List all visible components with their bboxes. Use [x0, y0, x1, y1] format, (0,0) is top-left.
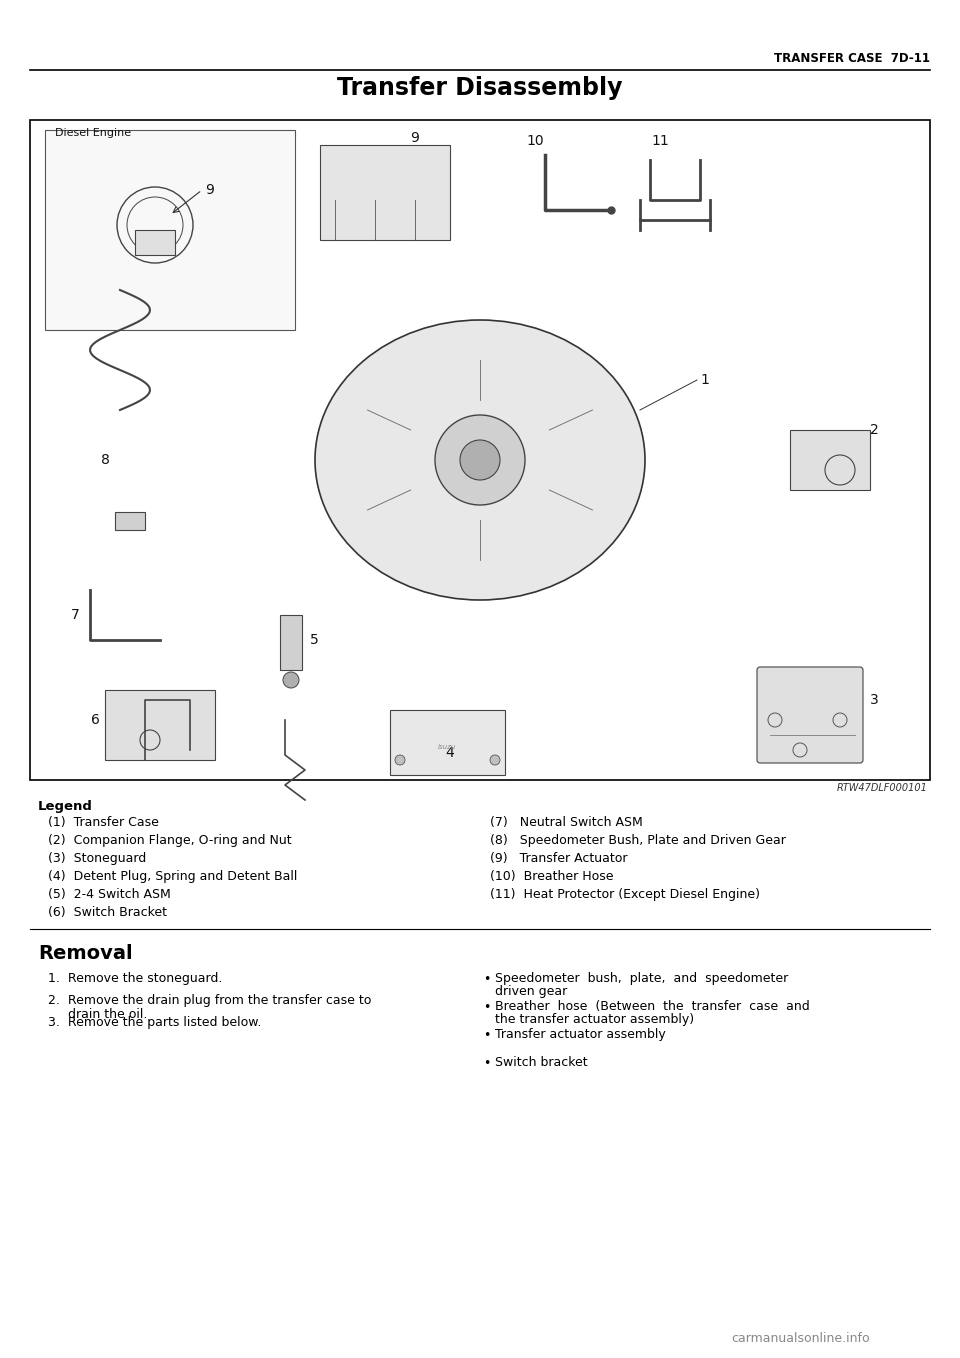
Text: (2)  Companion Flange, O-ring and Nut: (2) Companion Flange, O-ring and Nut	[48, 834, 292, 847]
Circle shape	[435, 416, 525, 505]
Text: isuzu: isuzu	[438, 744, 456, 750]
Text: 9: 9	[411, 130, 420, 145]
Text: Switch bracket: Switch bracket	[495, 1057, 588, 1069]
Text: Transfer actuator assembly: Transfer actuator assembly	[495, 1028, 665, 1042]
Text: Legend: Legend	[38, 800, 93, 813]
Text: 1: 1	[700, 373, 708, 387]
Circle shape	[283, 672, 299, 689]
Text: 9: 9	[205, 183, 214, 197]
Text: carmanualsonline.info: carmanualsonline.info	[732, 1332, 870, 1344]
Circle shape	[490, 755, 500, 765]
Text: 8: 8	[101, 454, 110, 467]
Bar	[390, 710, 505, 775]
Text: •: •	[483, 1001, 491, 1014]
Text: RTW47DLF000101: RTW47DLF000101	[837, 784, 928, 793]
Text: (3)  Stoneguard: (3) Stoneguard	[48, 851, 146, 865]
Bar	[105, 690, 215, 760]
Text: (5)  2-4 Switch ASM: (5) 2-4 Switch ASM	[48, 888, 171, 900]
Text: drain the oil.: drain the oil.	[48, 1008, 148, 1021]
Text: 2: 2	[870, 422, 878, 437]
Bar	[115, 512, 145, 530]
Text: Speedometer  bush,  plate,  and  speedometer: Speedometer bush, plate, and speedometer	[495, 972, 788, 985]
Text: 3: 3	[870, 693, 878, 708]
Text: (4)  Detent Plug, Spring and Detent Ball: (4) Detent Plug, Spring and Detent Ball	[48, 870, 298, 883]
Text: Removal: Removal	[38, 944, 132, 963]
Text: (7)   Neutral Switch ASM: (7) Neutral Switch ASM	[490, 816, 643, 828]
Bar	[280, 615, 302, 669]
Text: Diesel Engine: Diesel Engine	[55, 128, 132, 139]
Text: •: •	[483, 1029, 491, 1042]
Text: (1)  Transfer Case: (1) Transfer Case	[48, 816, 158, 828]
Bar	[135, 230, 175, 255]
Bar	[320, 145, 450, 240]
Text: Transfer Disassembly: Transfer Disassembly	[337, 76, 623, 100]
Text: 2.  Remove the drain plug from the transfer case to: 2. Remove the drain plug from the transf…	[48, 994, 372, 1008]
Text: the transfer actuator assembly): the transfer actuator assembly)	[495, 1013, 694, 1027]
Text: •: •	[483, 1057, 491, 1070]
Text: 6: 6	[91, 713, 100, 727]
Text: 5: 5	[310, 633, 319, 646]
Bar	[30, 120, 930, 779]
Text: driven gear: driven gear	[495, 985, 567, 998]
Text: (11)  Heat Protector (Except Diesel Engine): (11) Heat Protector (Except Diesel Engin…	[490, 888, 760, 900]
Text: (8)   Speedometer Bush, Plate and Driven Gear: (8) Speedometer Bush, Plate and Driven G…	[490, 834, 786, 847]
Text: 10: 10	[526, 134, 543, 148]
Text: 3.  Remove the parts listed below.: 3. Remove the parts listed below.	[48, 1016, 261, 1029]
Text: 11: 11	[651, 134, 669, 148]
Text: Breather  hose  (Between  the  transfer  case  and: Breather hose (Between the transfer case…	[495, 999, 809, 1013]
Text: 7: 7	[71, 608, 80, 622]
Text: (6)  Switch Bracket: (6) Switch Bracket	[48, 906, 167, 919]
Text: (10)  Breather Hose: (10) Breather Hose	[490, 870, 613, 883]
FancyBboxPatch shape	[757, 667, 863, 763]
Bar	[45, 130, 295, 330]
Text: 4: 4	[445, 746, 454, 760]
Text: •: •	[483, 972, 491, 986]
Bar	[790, 430, 870, 490]
Circle shape	[395, 755, 405, 765]
Text: 1.  Remove the stoneguard.: 1. Remove the stoneguard.	[48, 972, 223, 985]
Circle shape	[460, 440, 500, 479]
Text: (9)   Transfer Actuator: (9) Transfer Actuator	[490, 851, 628, 865]
Text: TRANSFER CASE  7D-11: TRANSFER CASE 7D-11	[774, 52, 930, 65]
Ellipse shape	[315, 320, 645, 600]
